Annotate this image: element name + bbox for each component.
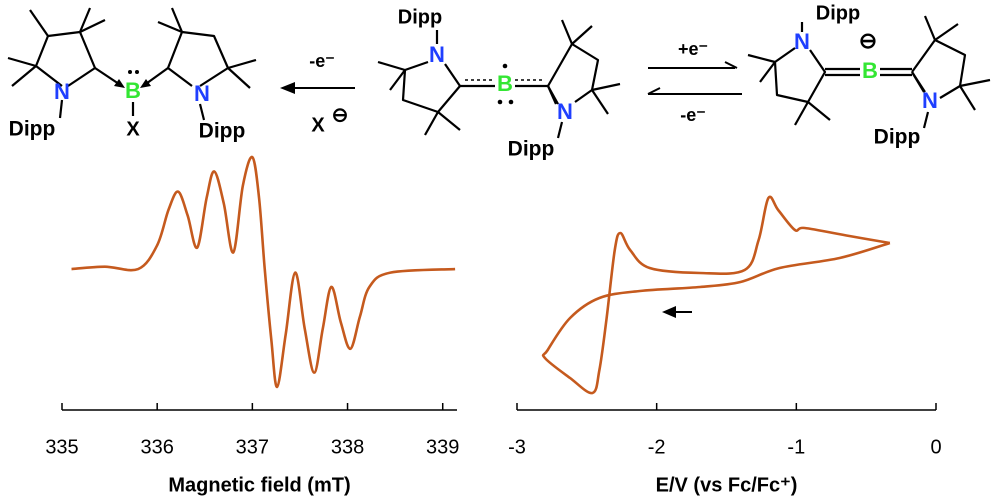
- bond: [794, 101, 809, 126]
- scheme-label: Dipp: [874, 126, 921, 149]
- electron: [497, 99, 503, 105]
- scheme-label: Dipp: [398, 6, 442, 28]
- scheme-label: N: [429, 42, 445, 67]
- bond: [424, 111, 439, 136]
- bond: [547, 85, 559, 105]
- scheme-label: N: [54, 79, 70, 104]
- arrowhead: [724, 61, 738, 69]
- arrowhead: [662, 306, 676, 318]
- x-tick-label: 338: [331, 436, 364, 458]
- bond: [922, 111, 930, 129]
- x-tick-label: -2: [648, 436, 666, 458]
- bond: [560, 19, 574, 45]
- bond: [959, 78, 991, 88]
- arrowhead: [114, 79, 125, 88]
- bond: [389, 69, 406, 91]
- x-tick-label: -3: [508, 436, 526, 458]
- bond: [58, 99, 64, 119]
- x-tick-label: 335: [45, 436, 78, 458]
- bond: [78, 7, 92, 33]
- scheme-label: -e⁻: [680, 105, 706, 125]
- bond: [170, 7, 184, 33]
- scheme-label: B: [497, 71, 513, 96]
- bond: [591, 82, 621, 92]
- scheme-label: +e⁻: [678, 39, 708, 59]
- bond: [591, 89, 609, 115]
- scheme-label: N: [922, 88, 938, 113]
- electron: [502, 63, 508, 69]
- ring: [34, 30, 97, 87]
- bond: [227, 58, 257, 70]
- ring: [911, 38, 967, 99]
- x-axis-title: Magnetic field (mT): [168, 474, 350, 496]
- scheme-label: B: [862, 58, 878, 83]
- electron: [135, 70, 139, 74]
- x-tick-label: -1: [787, 436, 805, 458]
- data-line: [541, 195, 891, 395]
- electron: [508, 99, 514, 105]
- x-tick-label: 336: [140, 436, 173, 458]
- bond: [759, 61, 776, 83]
- x-tick-label: 337: [236, 436, 269, 458]
- data-line: [71, 155, 456, 389]
- bond: [227, 67, 251, 89]
- scheme-label: ⊖: [332, 104, 349, 126]
- bond: [571, 25, 593, 45]
- bond: [959, 85, 976, 111]
- scheme-label: ⊖: [859, 28, 877, 53]
- bond: [556, 121, 564, 139]
- x-axis-title: E/V (vs Fc/Fc⁺): [656, 474, 798, 496]
- bond: [437, 111, 461, 131]
- ring: [401, 60, 462, 114]
- bond: [934, 23, 959, 41]
- x-tick-label: 339: [426, 436, 459, 458]
- bond: [807, 101, 831, 121]
- scheme-label: Dipp: [816, 2, 860, 24]
- scheme-label: N: [557, 99, 573, 124]
- scheme-bonds: [7, 7, 991, 139]
- bond: [7, 56, 37, 68]
- arrowhead: [280, 82, 295, 94]
- scheme-label: Dipp: [9, 118, 56, 141]
- x-tick-label: 0: [930, 436, 941, 458]
- bond: [79, 19, 106, 33]
- ring: [547, 42, 600, 103]
- plots: 335 336 337 338 339 Magnetic field (mT) -3 -2 -1…: [45, 155, 942, 496]
- bond: [747, 53, 776, 64]
- arrowhead: [647, 87, 661, 95]
- scheme-label: Dipp: [508, 138, 555, 161]
- bond: [377, 60, 406, 72]
- bond: [923, 15, 937, 41]
- bond: [29, 9, 49, 37]
- scheme-label: B: [125, 78, 141, 103]
- electron: [128, 70, 132, 74]
- bond: [11, 65, 37, 87]
- bond: [157, 20, 183, 34]
- scheme-label: X: [126, 118, 140, 140]
- scheme-label: N: [194, 81, 210, 106]
- scheme-label: N: [794, 29, 810, 54]
- scheme-label: -e⁻: [309, 51, 335, 71]
- bond: [911, 71, 925, 93]
- arrowhead: [140, 79, 151, 88]
- ring: [773, 47, 827, 104]
- scheme-label: X: [311, 114, 325, 136]
- ring: [166, 30, 230, 87]
- scheme-label: Dipp: [199, 120, 246, 143]
- bond: [198, 103, 206, 121]
